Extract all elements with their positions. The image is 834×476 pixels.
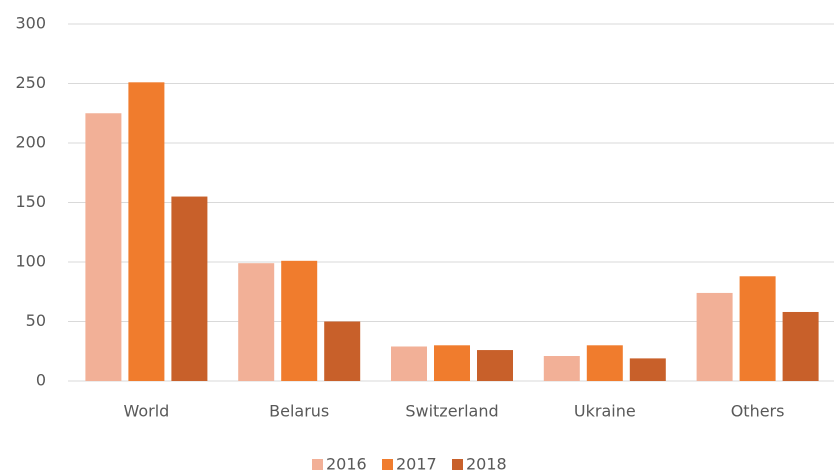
bar <box>281 260 318 381</box>
bar <box>128 82 165 381</box>
bar <box>85 113 122 381</box>
y-tick-label: 300 <box>15 14 46 33</box>
bar <box>739 276 776 381</box>
bar <box>434 345 470 381</box>
y-tick-label: 150 <box>15 192 46 211</box>
x-tick-label: Switzerland <box>405 402 498 421</box>
legend-label: 2016 <box>326 455 367 474</box>
legend-swatch <box>312 459 323 470</box>
y-tick-label: 0 <box>36 371 46 390</box>
bar <box>238 263 275 381</box>
bar <box>543 356 580 381</box>
bar <box>629 358 666 381</box>
y-tick-label: 50 <box>26 311 46 330</box>
bar <box>586 345 623 381</box>
y-tick-label: 100 <box>15 252 46 271</box>
bar <box>782 311 819 381</box>
x-tick-label: Ukraine <box>574 402 636 421</box>
bar <box>391 346 427 381</box>
bar <box>324 321 361 381</box>
legend-label: 2017 <box>396 455 437 474</box>
x-tick-label: World <box>123 402 169 421</box>
legend-label: 2018 <box>466 455 507 474</box>
x-tick-label: Others <box>731 402 785 421</box>
y-tick-label: 250 <box>15 73 46 92</box>
legend-swatch <box>382 459 393 470</box>
y-tick-label: 200 <box>15 133 46 152</box>
x-tick-label: Belarus <box>269 402 329 421</box>
legend-swatch <box>452 459 463 470</box>
bar <box>696 292 733 381</box>
bar <box>171 196 208 381</box>
bar <box>477 350 513 381</box>
